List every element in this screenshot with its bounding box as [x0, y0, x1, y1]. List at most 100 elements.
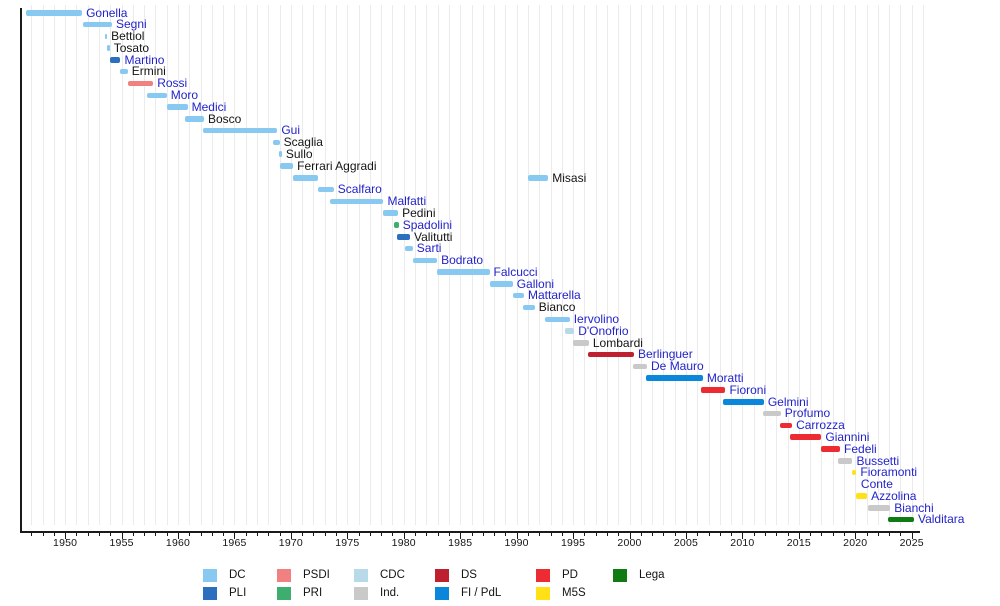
axis-tick — [415, 532, 417, 536]
axis-tick — [53, 532, 55, 536]
legend-label: Lega — [639, 569, 665, 581]
axis-tick-label: 1995 — [560, 537, 586, 549]
minister-label[interactable]: Moratti — [706, 370, 744, 385]
axis-tick — [697, 532, 699, 536]
axis-tick — [877, 532, 879, 536]
axis-tick — [76, 532, 78, 536]
minister-label[interactable]: Scalfaro — [337, 182, 382, 197]
term-bar — [437, 269, 490, 275]
minister-label[interactable]: Spadolini — [402, 217, 453, 232]
term-bar — [855, 493, 868, 499]
term-bar — [489, 281, 513, 287]
axis-tick — [482, 532, 484, 536]
gridline — [31, 5, 33, 525]
gridline — [369, 5, 371, 525]
gridline — [178, 5, 180, 525]
gridline — [460, 5, 462, 525]
gridline — [629, 5, 631, 525]
minister-label[interactable]: Gelmini — [767, 394, 809, 409]
gridline — [573, 5, 575, 525]
axis-tick — [324, 532, 326, 536]
minister-label[interactable]: Giannini — [825, 429, 870, 444]
gridline — [685, 5, 687, 525]
axis-tick — [911, 532, 913, 539]
minister-label[interactable]: Fedeli — [844, 441, 877, 456]
legend-swatch-FIPdL — [435, 587, 449, 600]
term-bar — [202, 127, 278, 134]
gridline — [324, 5, 326, 525]
legend-label: PD — [562, 569, 578, 581]
term-bar — [527, 175, 549, 181]
axis-tick-label: 1970 — [278, 537, 303, 549]
minister-label[interactable]: Malfatti — [387, 194, 427, 209]
plot-area: 1950 1955 1960 1965 1970 1975 1980 1985 1990 1995… — [20, 5, 965, 549]
minister-label[interactable]: Carrozza — [796, 418, 845, 433]
minister-label[interactable]: Berlinguer — [638, 347, 693, 362]
minister-label[interactable]: Azzolina — [871, 488, 917, 503]
term-bar — [317, 186, 334, 193]
axis-tick — [561, 532, 563, 536]
x-axis-line — [20, 531, 920, 533]
gridline — [121, 5, 123, 525]
minister-label[interactable]: Bianchi — [894, 500, 934, 515]
axis-tick — [674, 532, 676, 536]
gridline — [810, 5, 812, 525]
legend-swatch-PRI — [277, 587, 291, 600]
axis-tick — [832, 532, 834, 536]
term-bar — [700, 387, 726, 393]
minister-label[interactable]: D'Onofrio — [578, 323, 629, 338]
axis-tick — [776, 532, 778, 536]
minister-label[interactable]: Falcucci — [493, 264, 538, 279]
minister-label[interactable]: Bodrato — [441, 253, 484, 268]
gridline — [42, 5, 44, 525]
minister-label[interactable]: Gonella — [86, 5, 128, 20]
minister-label[interactable]: Valditara — [917, 512, 965, 527]
minister-label[interactable]: Sarti — [416, 241, 442, 256]
legend-swatch-Lega — [613, 569, 627, 582]
minister-label[interactable]: Profumo — [784, 406, 831, 421]
minister-label[interactable]: Segni — [115, 17, 147, 32]
axis-tick-label: 1975 — [335, 537, 360, 549]
axis-tick — [358, 532, 360, 536]
minister-label: Bettiol — [111, 29, 145, 44]
term-bar — [272, 139, 280, 146]
axis-tick-label: 2010 — [730, 537, 755, 549]
minister-label[interactable]: Gui — [281, 123, 301, 138]
minister-label[interactable]: Conte — [860, 477, 893, 492]
gridline — [336, 5, 338, 525]
minister-label: Tosato — [113, 40, 150, 55]
axis-tick — [313, 532, 315, 536]
term-bar — [565, 328, 575, 334]
term-bar — [397, 234, 410, 240]
minister-label[interactable]: Galloni — [516, 276, 555, 291]
gridline — [843, 5, 845, 525]
axis-tick-label: 1955 — [109, 537, 134, 549]
gridline — [584, 5, 586, 525]
minister-label[interactable]: Bussetti — [856, 453, 900, 468]
gridline — [832, 5, 834, 525]
minister-label[interactable]: Moro — [170, 88, 199, 103]
minister-label[interactable]: De Mauro — [651, 359, 704, 374]
minister-label[interactable]: Mattarella — [527, 288, 581, 303]
legend-swatch-M5S — [536, 587, 550, 600]
minister-label[interactable]: Medici — [191, 99, 227, 114]
minister-label[interactable]: Fioroni — [729, 382, 767, 397]
minister-label[interactable]: Fioramonti — [860, 465, 918, 480]
gridline — [279, 5, 281, 525]
gridline — [87, 5, 89, 525]
axis-tick — [110, 532, 112, 536]
minister-label[interactable]: Martino — [124, 52, 165, 67]
axis-tick — [889, 532, 891, 536]
minister-label: Misasi — [552, 170, 587, 185]
minister-label[interactable]: Iervolino — [573, 312, 620, 327]
axis-tick-label: 1980 — [391, 537, 416, 549]
legend-label: PSDI — [303, 569, 330, 581]
axis-tick — [843, 532, 845, 536]
axis-tick — [584, 532, 586, 536]
minister-label: Lombardi — [592, 335, 643, 350]
gridline — [516, 5, 518, 525]
minister-label[interactable]: Rossi — [157, 76, 188, 91]
gridline — [923, 5, 924, 525]
axis-tick — [42, 532, 44, 536]
axis-tick — [178, 532, 180, 539]
